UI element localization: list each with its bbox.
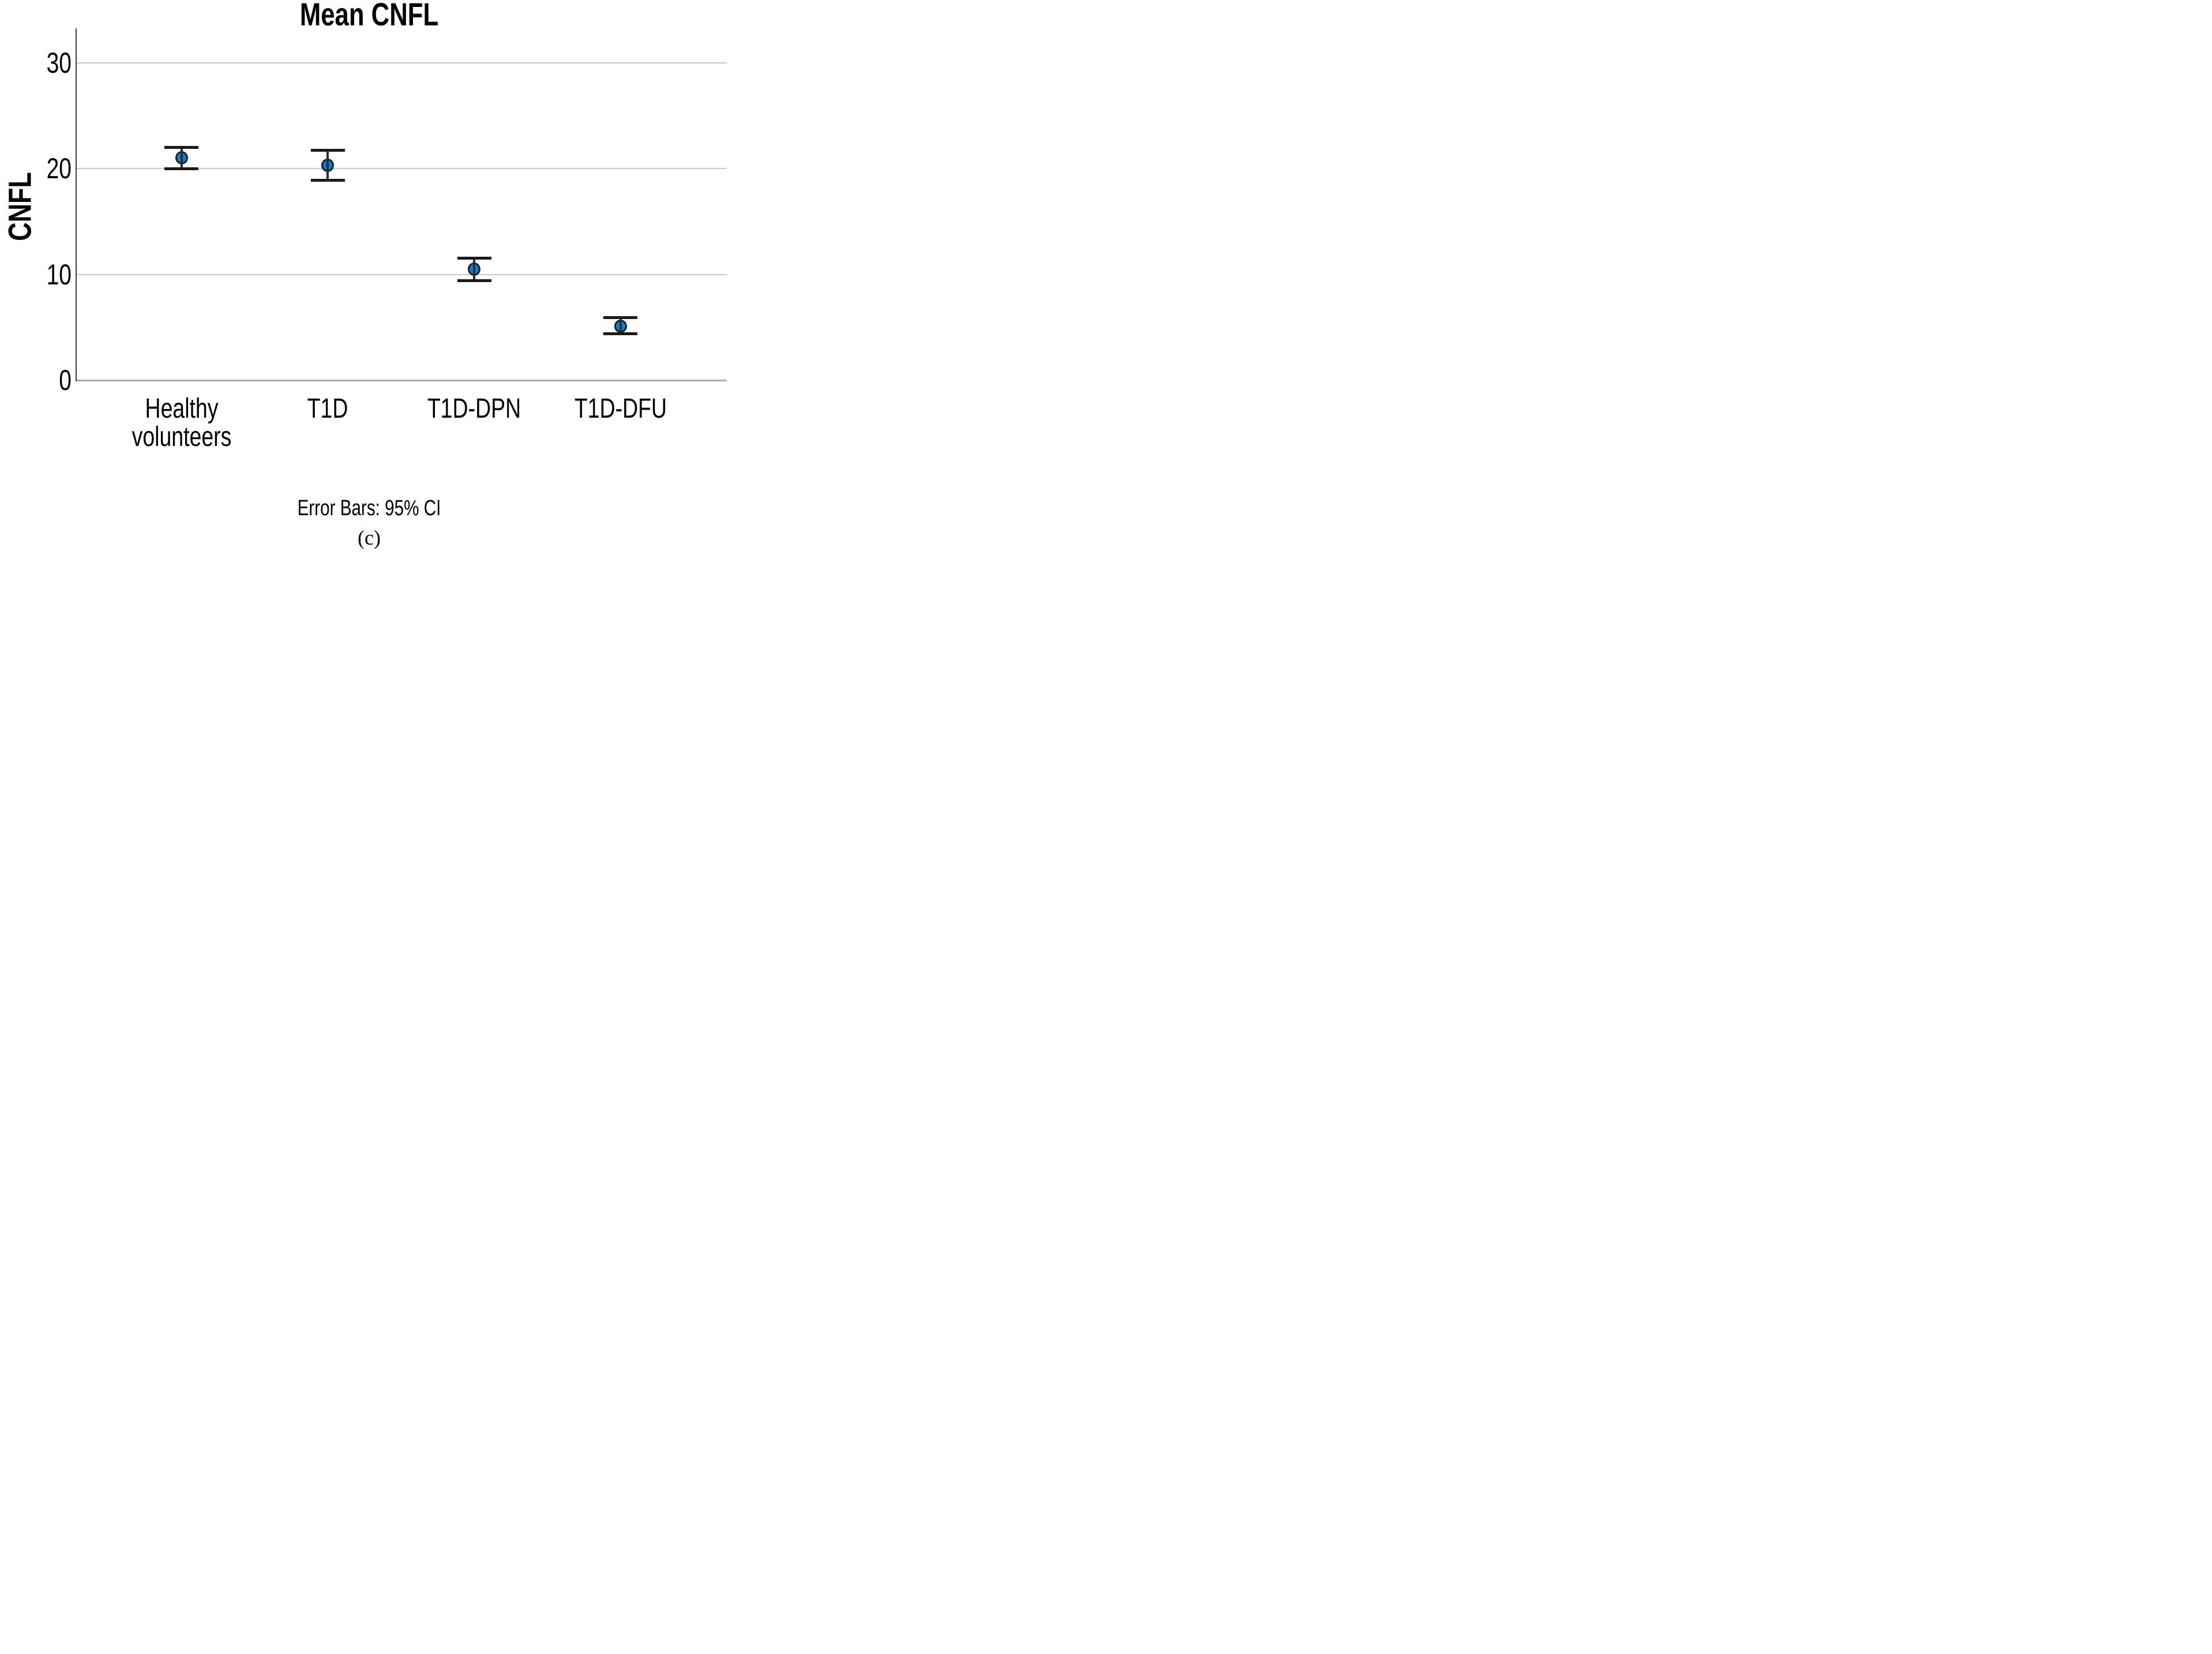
gridline-y-30 — [77, 62, 727, 63]
error-bar-stem — [619, 317, 622, 334]
subfigure-label: (c) — [358, 526, 381, 549]
plot-area: 0 10 20 30 Healthy volunteers T1D T1D-DPN T1D-DF… — [0, 0, 738, 552]
error-bar-cap-upper — [603, 316, 638, 320]
error-bar-cap-upper — [310, 149, 345, 152]
error-bar-stem — [180, 147, 183, 168]
error-bars-footnote: Error Bars: 95% CI — [297, 496, 441, 520]
x-axis-label-line: Healthy — [145, 393, 219, 424]
error-bar-cap-upper — [457, 257, 491, 260]
x-axis-label: T1D — [256, 395, 400, 423]
x-axis-line — [76, 380, 727, 381]
x-axis-label: T1D-DFU — [549, 395, 693, 423]
y-tick-label: 20 — [46, 152, 72, 185]
error-bar-cap-lower — [603, 332, 638, 335]
x-axis-label-line: T1D-DFU — [574, 393, 667, 424]
mean-cnfl-error-bar-figure: Mean CNFL CNFL 0 10 20 30 Healthy volunteers T… — [0, 0, 738, 552]
x-axis-label-line: T1D-DPN — [427, 393, 521, 424]
error-bar-cap-lower — [310, 178, 345, 182]
error-bar-cap-lower — [457, 279, 491, 282]
gridline-y-10 — [77, 273, 727, 275]
x-axis-label-line: T1D — [307, 393, 348, 424]
gridline-y-20 — [77, 168, 727, 169]
y-tick-label: 0 — [59, 364, 72, 396]
y-tick-label: 10 — [46, 258, 72, 291]
y-tick-label: 30 — [46, 46, 72, 79]
y-axis-line — [76, 28, 77, 381]
error-bar-cap-upper — [164, 145, 199, 149]
x-axis-label: Healthy volunteers — [110, 395, 254, 451]
error-bar-stem — [326, 150, 329, 181]
x-axis-label-line: volunteers — [132, 422, 232, 452]
x-axis-label: T1D-DPN — [402, 395, 546, 423]
error-bar-cap-lower — [164, 167, 199, 170]
chart-title: Mean CNFL — [299, 0, 439, 32]
error-bar-stem — [473, 258, 476, 281]
